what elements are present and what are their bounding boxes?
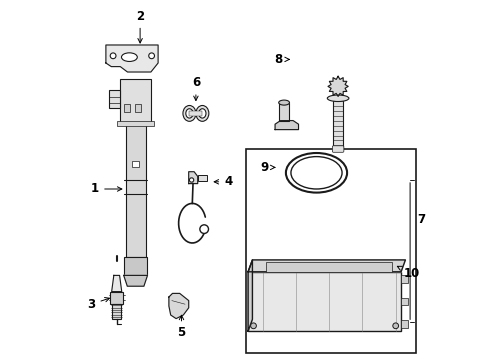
Bar bbox=[247, 272, 400, 331]
Polygon shape bbox=[168, 293, 188, 319]
Ellipse shape bbox=[110, 53, 116, 59]
Ellipse shape bbox=[199, 109, 205, 118]
Polygon shape bbox=[247, 260, 405, 272]
Ellipse shape bbox=[392, 323, 398, 329]
Ellipse shape bbox=[290, 157, 342, 189]
Bar bbox=[134, 104, 141, 112]
Ellipse shape bbox=[189, 178, 193, 182]
Ellipse shape bbox=[183, 105, 196, 121]
Bar bbox=[110, 292, 123, 304]
Bar bbox=[109, 90, 120, 108]
Ellipse shape bbox=[250, 323, 256, 329]
Bar bbox=[117, 121, 154, 126]
Text: 2: 2 bbox=[136, 10, 144, 43]
Bar bbox=[125, 122, 145, 257]
Bar bbox=[120, 79, 151, 122]
Text: 8: 8 bbox=[274, 53, 289, 66]
Polygon shape bbox=[247, 260, 252, 331]
Ellipse shape bbox=[278, 100, 289, 105]
Ellipse shape bbox=[121, 53, 137, 62]
Polygon shape bbox=[327, 76, 347, 96]
Text: 9: 9 bbox=[260, 161, 274, 174]
Bar bbox=[123, 104, 130, 112]
Bar bbox=[132, 161, 139, 167]
FancyBboxPatch shape bbox=[332, 146, 343, 152]
Bar bbox=[265, 262, 391, 272]
Text: 10: 10 bbox=[397, 266, 419, 280]
Bar bbox=[112, 304, 121, 319]
Ellipse shape bbox=[200, 225, 208, 234]
Bar bbox=[278, 103, 289, 121]
Ellipse shape bbox=[185, 109, 193, 118]
Bar bbox=[400, 275, 407, 283]
Polygon shape bbox=[111, 275, 122, 292]
Text: 1: 1 bbox=[91, 183, 122, 195]
Bar bbox=[400, 320, 407, 328]
Bar bbox=[189, 111, 202, 116]
Bar bbox=[400, 298, 407, 305]
Ellipse shape bbox=[285, 153, 346, 193]
Polygon shape bbox=[106, 45, 158, 72]
Polygon shape bbox=[275, 121, 298, 130]
Bar bbox=[197, 175, 206, 181]
Text: 4: 4 bbox=[214, 175, 232, 188]
Text: 5: 5 bbox=[177, 315, 185, 339]
Ellipse shape bbox=[148, 53, 154, 59]
Bar bbox=[123, 257, 147, 275]
Polygon shape bbox=[123, 275, 147, 286]
Ellipse shape bbox=[326, 95, 348, 102]
Ellipse shape bbox=[196, 105, 208, 121]
Text: 6: 6 bbox=[191, 76, 200, 100]
Text: 3: 3 bbox=[87, 297, 109, 311]
Bar bbox=[333, 99, 342, 148]
Text: 7: 7 bbox=[416, 213, 425, 226]
Bar bbox=[246, 149, 415, 353]
Polygon shape bbox=[188, 172, 197, 184]
